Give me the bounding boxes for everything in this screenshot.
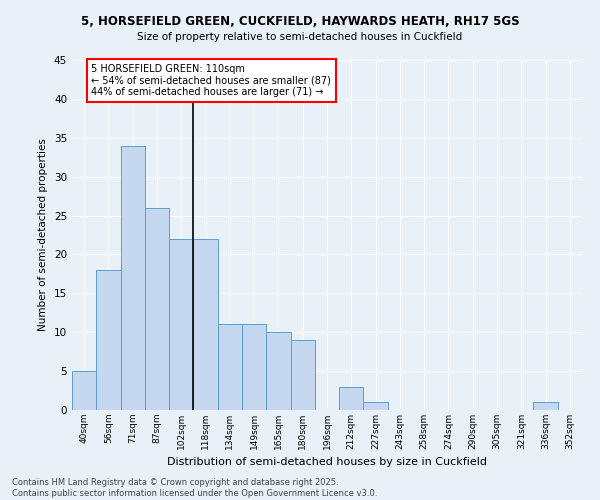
Bar <box>218 324 242 410</box>
Bar <box>169 239 193 410</box>
Y-axis label: Number of semi-detached properties: Number of semi-detached properties <box>38 138 49 332</box>
Text: Contains HM Land Registry data © Crown copyright and database right 2025.
Contai: Contains HM Land Registry data © Crown c… <box>12 478 377 498</box>
Bar <box>364 402 388 410</box>
Bar <box>339 386 364 410</box>
Text: 5, HORSEFIELD GREEN, CUCKFIELD, HAYWARDS HEATH, RH17 5GS: 5, HORSEFIELD GREEN, CUCKFIELD, HAYWARDS… <box>80 15 520 28</box>
Text: 5 HORSEFIELD GREEN: 110sqm
← 54% of semi-detached houses are smaller (87)
44% of: 5 HORSEFIELD GREEN: 110sqm ← 54% of semi… <box>91 64 331 97</box>
Bar <box>533 402 558 410</box>
Bar <box>242 324 266 410</box>
Bar <box>121 146 145 410</box>
Bar <box>266 332 290 410</box>
Bar <box>290 340 315 410</box>
Bar <box>193 239 218 410</box>
Bar <box>145 208 169 410</box>
X-axis label: Distribution of semi-detached houses by size in Cuckfield: Distribution of semi-detached houses by … <box>167 458 487 468</box>
Text: Size of property relative to semi-detached houses in Cuckfield: Size of property relative to semi-detach… <box>137 32 463 42</box>
Bar <box>72 371 96 410</box>
Bar <box>96 270 121 410</box>
